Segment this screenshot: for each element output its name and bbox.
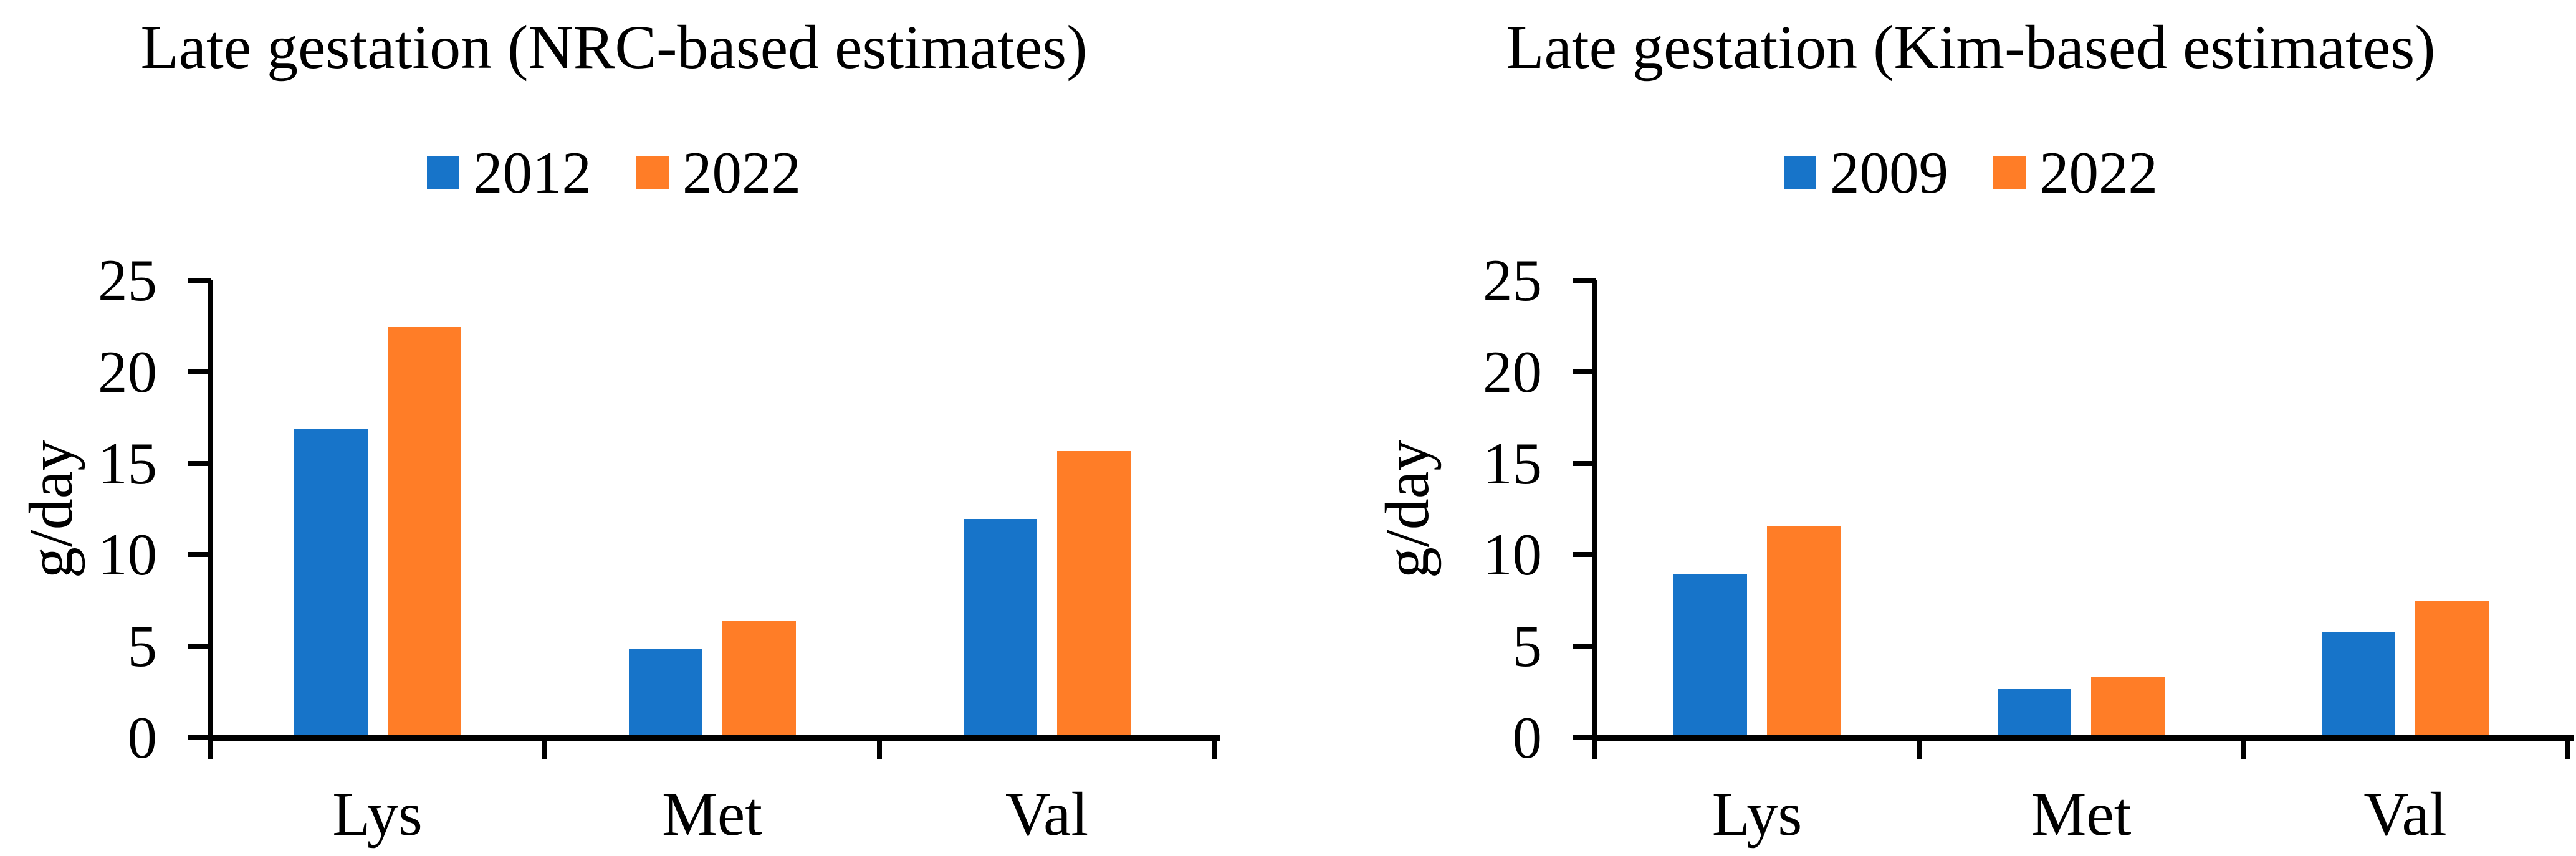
category-label: Lys xyxy=(1712,779,1803,849)
legend: 2012 2022 xyxy=(178,138,1050,207)
legend-label: 2012 xyxy=(473,139,591,206)
x-tick xyxy=(2565,738,2570,759)
category-label: Met xyxy=(2031,779,2132,849)
y-tick xyxy=(188,278,211,283)
y-tick xyxy=(188,461,211,466)
legend-item: 2009 xyxy=(1784,143,1948,202)
x-tick xyxy=(542,738,547,759)
y-tick xyxy=(188,735,211,740)
y-tick-label: 20 xyxy=(98,339,157,405)
bar-2009-lys xyxy=(1673,574,1747,735)
legend-swatch-orange-icon xyxy=(636,156,669,189)
y-axis-line xyxy=(208,280,213,758)
y-tick xyxy=(188,644,211,649)
x-tick xyxy=(1212,738,1217,759)
legend-label: 2009 xyxy=(1830,139,1948,206)
legend-label: 2022 xyxy=(682,139,801,206)
legend-swatch-orange-icon xyxy=(1993,156,2026,189)
y-tick-label: 10 xyxy=(98,521,157,587)
category-label: Lys xyxy=(332,779,423,849)
x-tick xyxy=(2241,738,2246,759)
bar-2022-val xyxy=(1057,451,1131,735)
y-tick xyxy=(1573,278,1596,283)
y-tick-label: 20 xyxy=(1483,339,1542,405)
legend-item: 2022 xyxy=(636,143,801,202)
y-tick-label: 15 xyxy=(98,430,157,497)
bar-2022-lys xyxy=(388,327,461,735)
legend-item: 2022 xyxy=(1993,143,2158,202)
y-tick-label: 0 xyxy=(1512,705,1543,771)
y-tick-label: 5 xyxy=(127,613,158,679)
chart-panel-nrc: Late gestation (NRC-based estimates) 201… xyxy=(16,12,1220,849)
bar-2012-val xyxy=(964,519,1037,735)
x-tick xyxy=(877,738,882,759)
category-label: Val xyxy=(2363,779,2447,849)
bar-2022-met xyxy=(722,621,796,735)
y-tick xyxy=(1573,369,1596,374)
legend-label: 2022 xyxy=(2039,139,2158,206)
x-tick xyxy=(1592,738,1597,759)
y-tick xyxy=(1573,735,1596,740)
y-tick xyxy=(1573,552,1596,557)
legend-swatch-blue-icon xyxy=(427,156,459,189)
y-tick-label: 25 xyxy=(1483,247,1542,313)
y-tick-label: 0 xyxy=(127,705,158,771)
y-tick-label: 10 xyxy=(1483,521,1542,587)
chart-title: Late gestation (Kim-based estimates) xyxy=(1506,12,2436,82)
bar-2022-lys xyxy=(1767,526,1841,735)
x-tick xyxy=(1917,738,1922,759)
bar-2022-met xyxy=(2091,677,2165,735)
y-axis-line xyxy=(1592,280,1597,758)
y-tick-label: 5 xyxy=(1512,613,1543,679)
bar-2009-met xyxy=(1998,689,2071,735)
y-tick-label: 15 xyxy=(1483,430,1542,497)
legend-swatch-blue-icon xyxy=(1784,156,1816,189)
x-axis-line xyxy=(208,735,1220,741)
x-axis-line xyxy=(1592,735,2574,741)
bar-2012-lys xyxy=(294,429,368,735)
y-tick xyxy=(1573,644,1596,649)
y-tick xyxy=(188,369,211,374)
bar-2022-val xyxy=(2415,601,2489,735)
bar-2009-val xyxy=(2322,632,2395,735)
x-tick xyxy=(208,738,213,759)
chart-panel-kim: Late gestation (Kim-based estimates) 200… xyxy=(1288,0,2575,856)
y-tick-label: 25 xyxy=(98,247,157,313)
legend-item: 2012 xyxy=(427,143,591,202)
legend: 2009 2022 xyxy=(1535,138,2407,207)
bar-2012-met xyxy=(629,649,702,735)
category-label: Val xyxy=(1005,779,1089,849)
chart-title: Late gestation (NRC-based estimates) xyxy=(140,12,1088,82)
category-label: Met xyxy=(661,779,763,849)
y-tick xyxy=(188,552,211,557)
y-tick xyxy=(1573,461,1596,466)
